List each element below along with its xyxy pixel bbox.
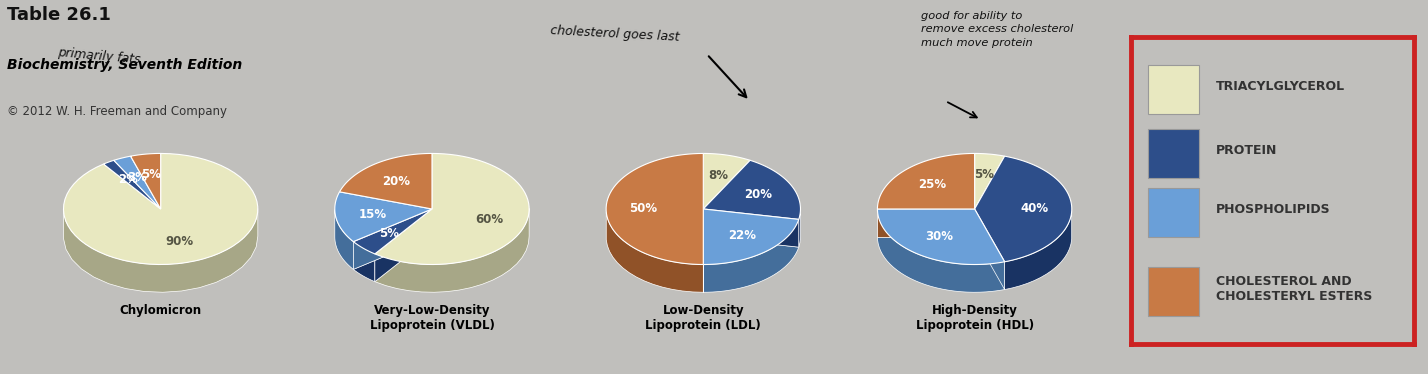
Polygon shape bbox=[353, 209, 433, 269]
Text: CHOLESTEROL AND
CHOLESTERYL ESTERS: CHOLESTEROL AND CHOLESTERYL ESTERS bbox=[1215, 275, 1372, 303]
Polygon shape bbox=[704, 209, 798, 264]
Polygon shape bbox=[704, 209, 798, 247]
Polygon shape bbox=[334, 209, 353, 269]
Polygon shape bbox=[103, 160, 160, 209]
Title: Chylomicron: Chylomicron bbox=[120, 304, 201, 317]
Polygon shape bbox=[974, 153, 1005, 209]
Text: 50%: 50% bbox=[628, 202, 657, 215]
Text: good for ability to
remove excess cholesterol
much move protein: good for ability to remove excess choles… bbox=[921, 11, 1074, 47]
Text: 25%: 25% bbox=[918, 178, 947, 191]
Polygon shape bbox=[353, 242, 374, 282]
Polygon shape bbox=[974, 156, 1072, 262]
Polygon shape bbox=[877, 209, 1005, 264]
Text: 90%: 90% bbox=[166, 235, 193, 248]
Polygon shape bbox=[605, 153, 704, 264]
Polygon shape bbox=[704, 209, 798, 247]
Polygon shape bbox=[877, 209, 974, 237]
Polygon shape bbox=[877, 209, 974, 237]
Polygon shape bbox=[114, 156, 160, 209]
Text: © 2012 W. H. Freeman and Company: © 2012 W. H. Freeman and Company bbox=[7, 105, 227, 118]
Polygon shape bbox=[374, 153, 530, 264]
Text: Biochemistry, Seventh Edition: Biochemistry, Seventh Edition bbox=[7, 58, 243, 72]
Text: 20%: 20% bbox=[744, 188, 771, 201]
Text: 22%: 22% bbox=[728, 229, 755, 242]
Text: 40%: 40% bbox=[1021, 202, 1050, 215]
Text: TRIACYLGLYCEROL: TRIACYLGLYCEROL bbox=[1215, 80, 1345, 93]
Text: 30%: 30% bbox=[925, 230, 954, 243]
Polygon shape bbox=[1005, 211, 1071, 289]
Text: Table 26.1: Table 26.1 bbox=[7, 6, 111, 24]
Title: High-Density
Lipoprotein (HDL): High-Density Lipoprotein (HDL) bbox=[915, 304, 1034, 332]
Text: 8%: 8% bbox=[708, 169, 728, 182]
Polygon shape bbox=[63, 153, 258, 264]
Text: 2%: 2% bbox=[119, 174, 139, 186]
Text: primarily fats: primarily fats bbox=[57, 46, 141, 67]
Polygon shape bbox=[704, 160, 801, 220]
Polygon shape bbox=[353, 209, 433, 254]
Text: 5%: 5% bbox=[380, 227, 400, 240]
Title: Low-Density
Lipoprotein (LDL): Low-Density Lipoprotein (LDL) bbox=[645, 304, 761, 332]
Bar bbox=[1148, 267, 1200, 316]
Polygon shape bbox=[607, 212, 704, 292]
Polygon shape bbox=[340, 153, 433, 209]
Text: PHOSPHOLIPIDS: PHOSPHOLIPIDS bbox=[1215, 203, 1331, 216]
Polygon shape bbox=[704, 153, 750, 209]
Polygon shape bbox=[130, 153, 160, 209]
Polygon shape bbox=[798, 210, 801, 247]
Polygon shape bbox=[374, 208, 530, 292]
Text: 5%: 5% bbox=[141, 168, 161, 181]
Polygon shape bbox=[334, 192, 433, 242]
Polygon shape bbox=[374, 209, 433, 282]
Title: Very-Low-Density
Lipoprotein (VLDL): Very-Low-Density Lipoprotein (VLDL) bbox=[370, 304, 494, 332]
Text: 5%: 5% bbox=[974, 168, 994, 181]
Text: cholesterol goes last: cholesterol goes last bbox=[550, 24, 680, 44]
Bar bbox=[1148, 188, 1200, 237]
Polygon shape bbox=[704, 220, 798, 292]
Polygon shape bbox=[374, 209, 433, 282]
Text: PROTEIN: PROTEIN bbox=[1215, 144, 1277, 157]
Polygon shape bbox=[974, 209, 1005, 289]
Polygon shape bbox=[353, 209, 433, 269]
Polygon shape bbox=[877, 153, 974, 209]
Text: 3%: 3% bbox=[127, 171, 147, 184]
Text: 15%: 15% bbox=[358, 208, 387, 221]
Text: 20%: 20% bbox=[383, 175, 411, 188]
Bar bbox=[1148, 129, 1200, 178]
Polygon shape bbox=[877, 209, 1005, 292]
Bar bbox=[1148, 65, 1200, 114]
Polygon shape bbox=[63, 208, 258, 292]
Polygon shape bbox=[974, 209, 1005, 289]
Text: 60%: 60% bbox=[476, 213, 503, 226]
